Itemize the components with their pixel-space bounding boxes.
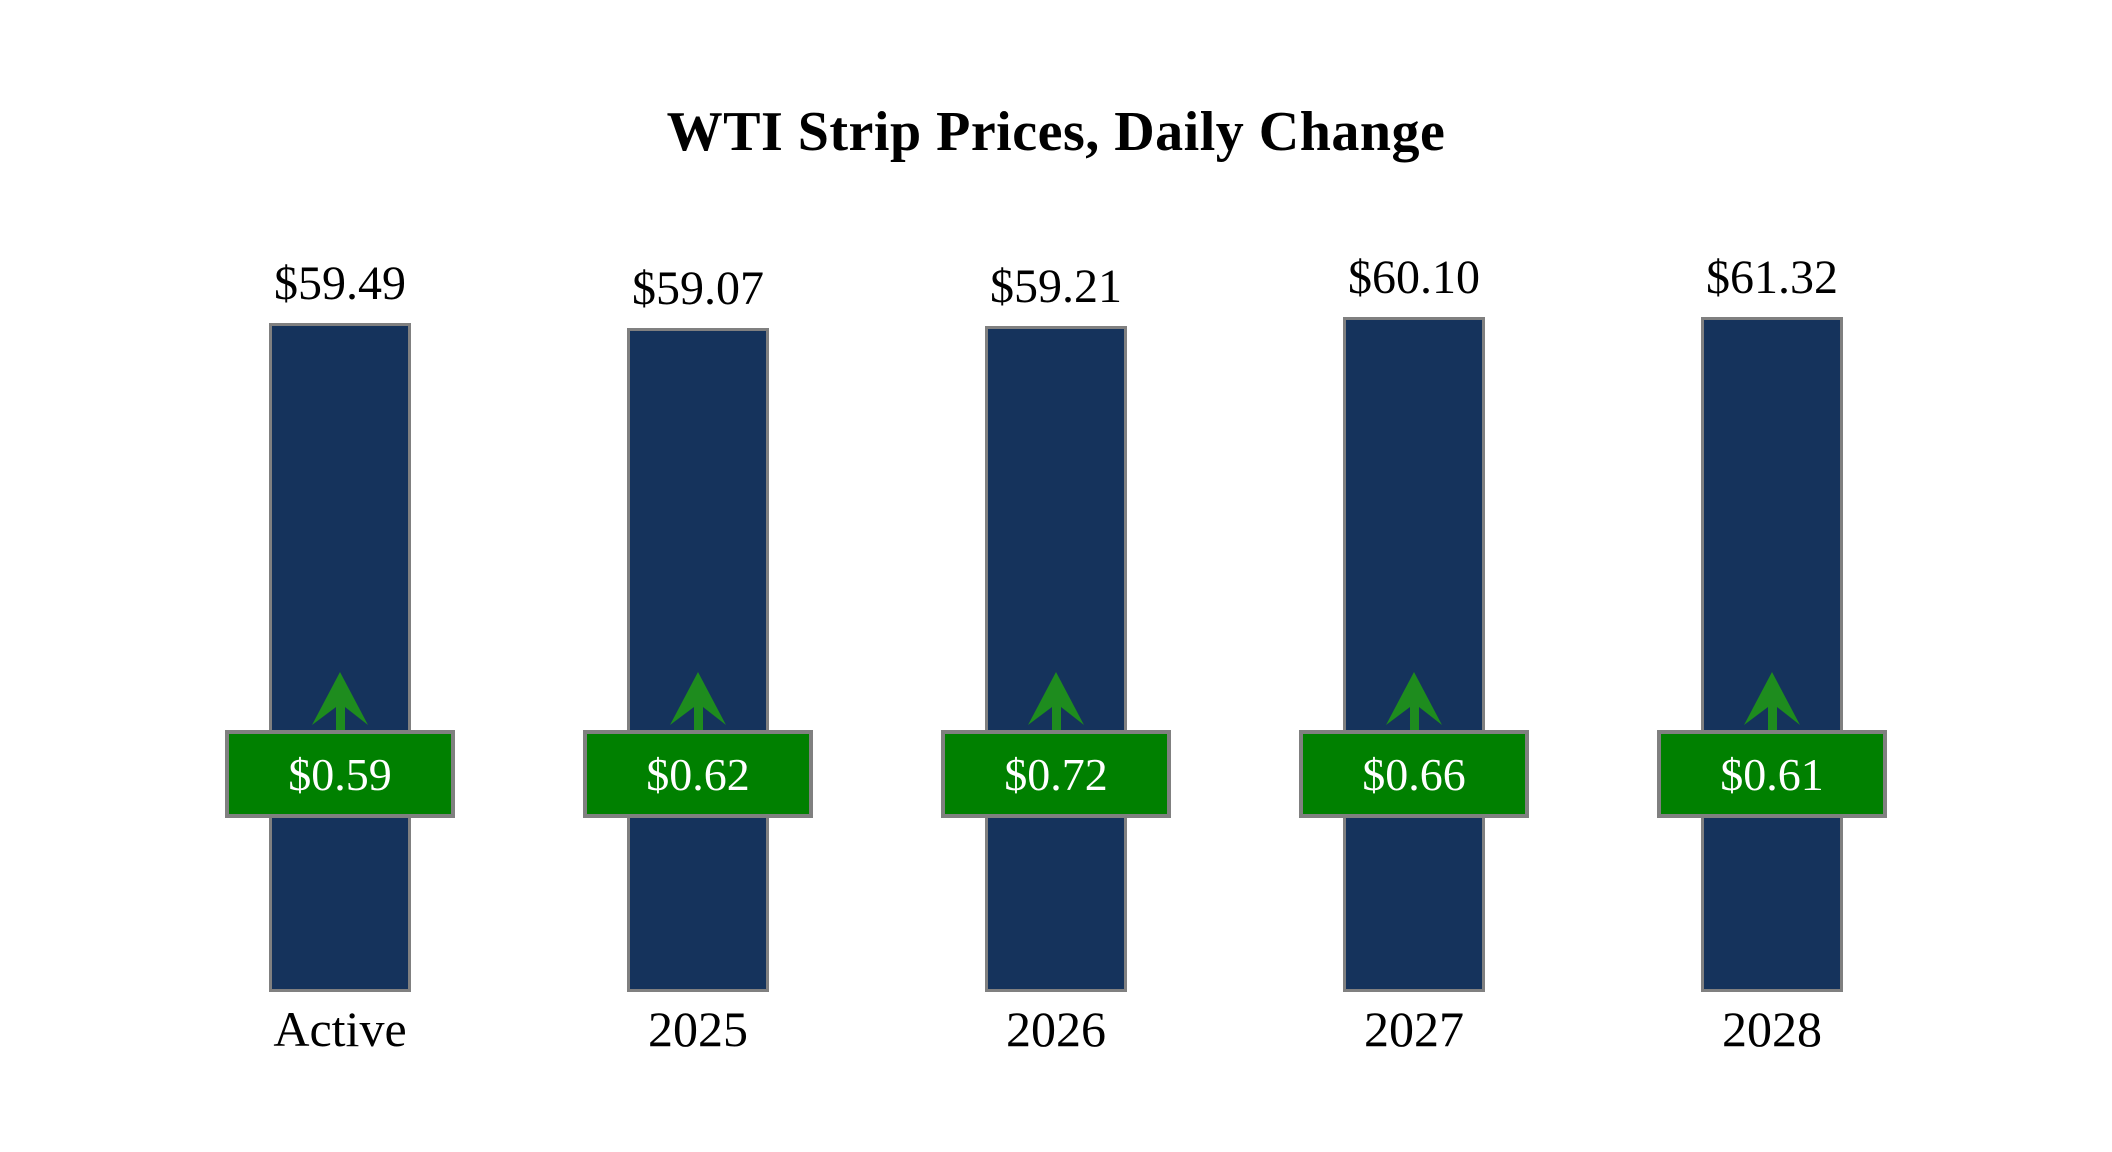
price-label: $59.07 [632,262,764,315]
up-arrow-icon [670,672,726,730]
change-label: $0.66 [1362,748,1466,800]
price-bar [1701,317,1843,992]
price-label: $61.32 [1706,251,1838,304]
change-label: $0.62 [646,748,750,800]
category-axis: Active 2025 2026 2027 2028 [161,1000,1951,1058]
up-arrow-icon [1028,672,1084,730]
change-label: $0.59 [288,748,392,800]
price-bar [269,323,411,992]
up-arrow-icon [1744,672,1800,730]
price-label: $59.49 [274,257,406,310]
category-label-2028: 2028 [1722,1001,1822,1057]
bar-group-2028: $61.32 $0.61 [1593,250,1951,992]
change-label: $0.72 [1004,748,1108,800]
plot-area: $59.49 $0.59 $59.07 $0.62 $59.21 [161,250,1951,992]
category-label-2026: 2026 [1006,1001,1106,1057]
price-bar [985,326,1127,992]
category-label-2027: 2027 [1364,1001,1464,1057]
bar-group-active: $59.49 $0.59 [161,250,519,992]
price-label: $59.21 [990,260,1122,313]
bar-group-2026: $59.21 $0.72 [877,250,1235,992]
chart-title: WTI Strip Prices, Daily Change [666,101,1446,163]
price-bar [627,328,769,992]
category-label-active: Active [273,1001,407,1057]
change-badge: $0.61 [1657,730,1887,818]
bar-group-2027: $60.10 $0.66 [1235,250,1593,992]
change-badge: $0.66 [1299,730,1529,818]
change-label: $0.61 [1720,748,1824,800]
price-bar [1343,317,1485,992]
change-badge: $0.62 [583,730,813,818]
price-label: $60.10 [1348,251,1480,304]
change-badge: $0.72 [941,730,1171,818]
up-arrow-icon [1386,672,1442,730]
change-badge: $0.59 [225,730,455,818]
category-label-2025: 2025 [648,1001,748,1057]
up-arrow-icon [312,672,368,730]
bar-group-2025: $59.07 $0.62 [519,250,877,992]
